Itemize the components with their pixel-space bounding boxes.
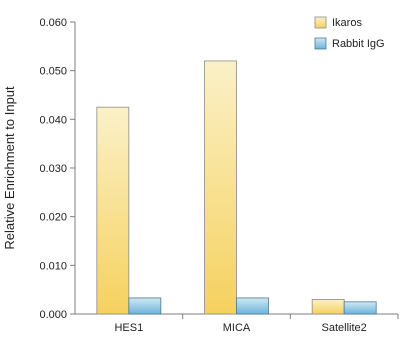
x-tick-label: MICA bbox=[223, 322, 251, 334]
legend: Ikaros Rabbit IgG bbox=[314, 16, 385, 50]
x-ticks: HES1 MICA Satellite2 bbox=[114, 314, 399, 334]
y-ticks: 0.000 0.010 0.020 0.030 0.040 0.050 0.060 bbox=[39, 17, 75, 321]
bar-hes1-ikaros bbox=[96, 106, 130, 315]
y-tick-label: 0.040 bbox=[39, 114, 67, 126]
legend-swatch-ikaros bbox=[314, 16, 327, 29]
bar-satellite2-rabbit-igg bbox=[343, 301, 377, 315]
y-axis-label: Relative Enrichment to Input bbox=[2, 86, 17, 250]
y-tick-label: 0.050 bbox=[39, 66, 67, 78]
x-tick-label: HES1 bbox=[114, 322, 143, 334]
bars bbox=[96, 60, 377, 315]
legend-label: Rabbit IgG bbox=[332, 38, 385, 50]
legend-swatch-rabbit-igg bbox=[314, 37, 327, 50]
x-tick-label: Satellite2 bbox=[322, 322, 367, 334]
y-tick-label: 0.020 bbox=[39, 212, 67, 224]
y-tick-label: 0.010 bbox=[39, 260, 67, 272]
legend-label: Ikaros bbox=[332, 17, 362, 29]
bar-satellite2-ikaros bbox=[311, 298, 345, 315]
y-tick-label: 0.000 bbox=[39, 309, 67, 321]
bar-hes1-rabbit-igg bbox=[128, 297, 162, 315]
bar-mica-rabbit-igg bbox=[236, 297, 269, 315]
y-tick-label: 0.030 bbox=[39, 163, 67, 175]
bar-mica-ikaros bbox=[204, 60, 237, 315]
y-tick-label: 0.060 bbox=[39, 17, 67, 29]
